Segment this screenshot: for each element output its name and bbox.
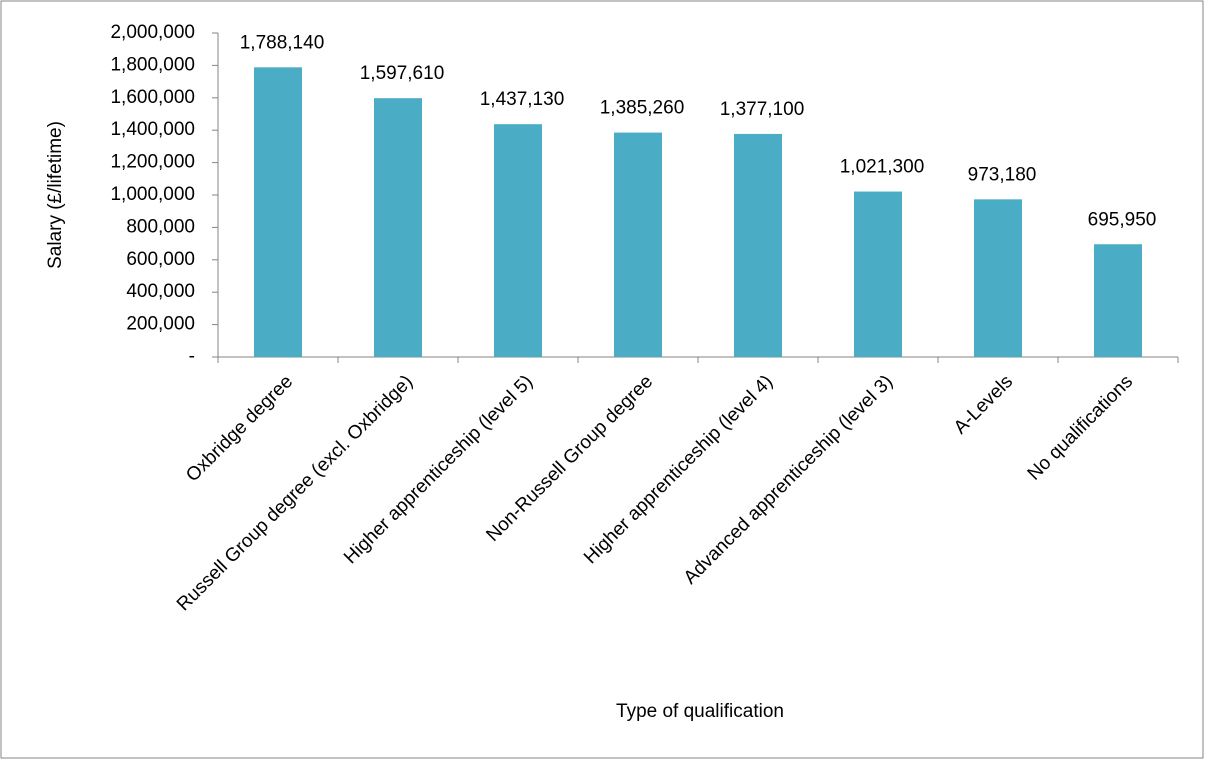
bar <box>974 199 1022 357</box>
y-tick-label: 1,400,000 <box>110 119 195 140</box>
y-tick-label: 1,000,000 <box>110 184 195 205</box>
bar <box>374 98 422 357</box>
value-label: 1,377,100 <box>720 99 805 120</box>
y-tick-label: 1,800,000 <box>110 54 195 75</box>
value-label: 973,180 <box>968 164 1037 185</box>
y-tick-label: 1,200,000 <box>110 152 195 173</box>
y-tick-label: 800,000 <box>126 216 195 237</box>
bar <box>254 67 302 357</box>
y-tick-label: 2,000,000 <box>110 22 195 43</box>
y-tick-label: 200,000 <box>126 314 195 335</box>
bar <box>734 133 782 357</box>
value-label: 695,950 <box>1088 209 1157 230</box>
value-label: 1,788,140 <box>240 32 325 53</box>
x-axis-title: Type of qualification <box>616 701 784 722</box>
bar <box>494 124 542 357</box>
y-axis-title: Salary (£/lifetime) <box>45 121 66 269</box>
y-tick-label: 400,000 <box>126 281 195 302</box>
bar <box>614 132 662 357</box>
bar <box>1094 244 1142 357</box>
y-tick-label: 600,000 <box>126 249 195 270</box>
value-label: 1,385,260 <box>600 98 685 119</box>
value-label: 1,597,610 <box>360 63 445 84</box>
bar <box>854 191 902 357</box>
y-tick-label: - <box>189 346 195 367</box>
value-label: 1,021,300 <box>840 157 925 178</box>
value-label: 1,437,130 <box>480 89 565 110</box>
y-tick-label: 1,600,000 <box>110 87 195 108</box>
